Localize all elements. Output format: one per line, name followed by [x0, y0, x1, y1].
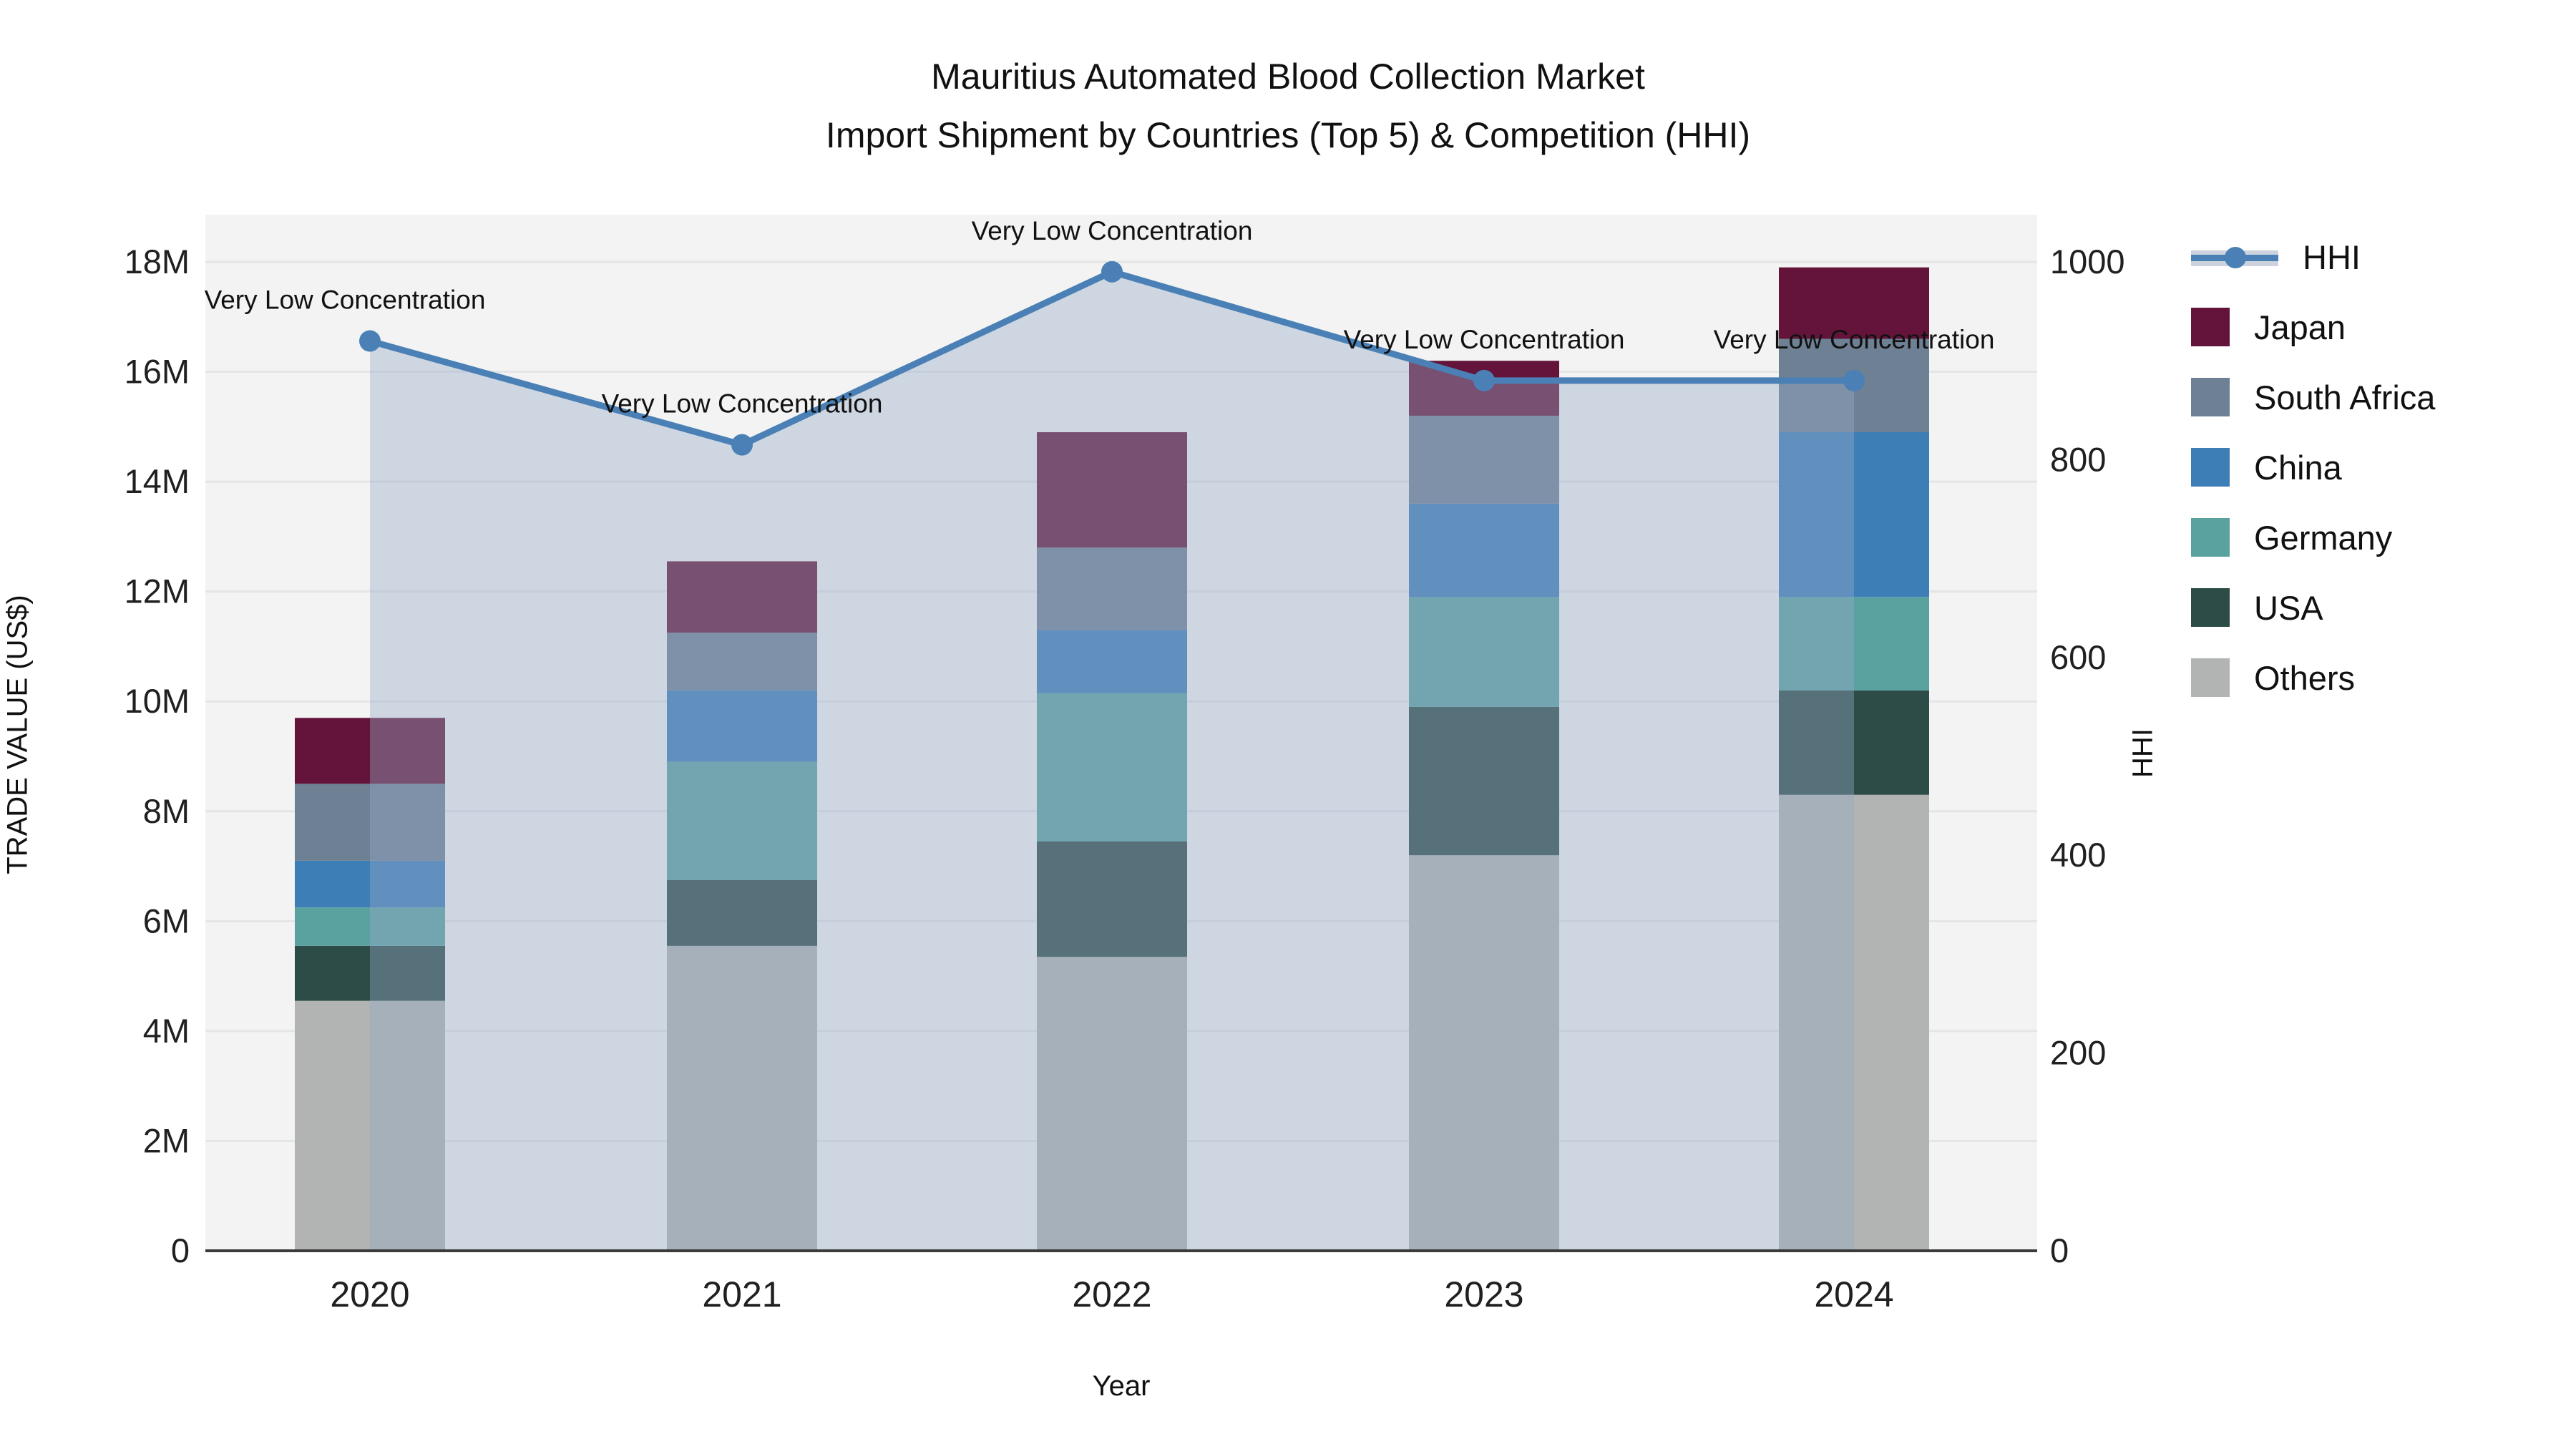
y-right-tick-label: 800: [2050, 440, 2106, 478]
legend-color-swatch-icon: [2191, 658, 2230, 697]
hhi-point-2024[interactable]: [1843, 369, 1865, 391]
y-right-tick-label: 1000: [2050, 243, 2125, 280]
bar-segment-2023-others[interactable]: [1409, 855, 1559, 1251]
bar-segment-2024-usa[interactable]: [1779, 690, 1929, 795]
bar-segment-2020-japan[interactable]: [295, 718, 445, 784]
y-left-tick-label: 8M: [143, 792, 190, 830]
bar-segment-2021-japan[interactable]: [667, 561, 817, 633]
annotation-2020: Very Low Concentration: [205, 286, 486, 315]
x-tick-label-2023: 2023: [1444, 1274, 1523, 1314]
bar-segment-2020-germany[interactable]: [295, 907, 445, 946]
legend-color-swatch-icon: [2191, 448, 2230, 487]
hhi-area-fill: [370, 271, 1854, 1251]
bar-segment-2022-japan[interactable]: [1037, 432, 1187, 548]
bar-segment-2023-usa[interactable]: [1409, 706, 1559, 856]
x-tick-label-2020: 2020: [330, 1274, 409, 1314]
y-axis-title-left: TRADE VALUE (US$): [1, 595, 34, 874]
legend-item-hhi[interactable]: HHI: [2191, 236, 2435, 278]
y-left-tick-label: 4M: [143, 1012, 190, 1050]
y-left-tick-label: 14M: [125, 462, 190, 500]
legend-label: HHI: [2303, 238, 2361, 276]
bar-segment-2020-china[interactable]: [295, 860, 445, 908]
legend-label: Others: [2254, 658, 2356, 697]
bar-segment-2022-usa[interactable]: [1037, 841, 1187, 957]
y-left-tick-label: 12M: [125, 572, 190, 610]
bar-segment-2024-japan[interactable]: [1779, 267, 1929, 339]
chart-title-line1: Mauritius Automated Blood Collection Mar…: [931, 57, 1645, 97]
bar-segment-2021-china[interactable]: [667, 690, 817, 762]
bar-segment-2020-others[interactable]: [295, 1000, 445, 1251]
hhi-point-2020[interactable]: [359, 330, 381, 352]
bar-segment-2024-others[interactable]: [1779, 794, 1929, 1251]
bar-segment-2021-germany[interactable]: [667, 761, 817, 880]
x-axis-title: Year: [1092, 1370, 1151, 1402]
bar-segment-2023-germany[interactable]: [1409, 597, 1559, 707]
bar-segment-2022-others[interactable]: [1037, 957, 1187, 1251]
y-right-tick-label: 0: [2050, 1231, 2069, 1269]
y-left-tick-label: 10M: [125, 682, 190, 720]
legend-color-swatch-icon: [2191, 378, 2230, 416]
hhi-point-2022[interactable]: [1101, 260, 1123, 283]
legend-color-swatch-icon: [2191, 588, 2230, 627]
legend: HHI Japan South Africa China Germany USA Other…: [2191, 236, 2435, 698]
legend-label: USA: [2254, 588, 2323, 627]
x-tick-label-2022: 2022: [1072, 1274, 1151, 1314]
bar-segment-2023-china[interactable]: [1409, 503, 1559, 597]
annotation-2021: Very Low Concentration: [602, 389, 883, 419]
legend-color-swatch-icon: [2191, 308, 2230, 346]
y-left-tick-label: 2M: [143, 1121, 190, 1159]
bar-segment-2022-china[interactable]: [1037, 630, 1187, 693]
legend-item-japan[interactable]: Japan: [2191, 306, 2435, 348]
annotation-2024: Very Low Concentration: [1714, 325, 1995, 354]
y-right-tick-label: 200: [2050, 1034, 2106, 1072]
legend-item-china[interactable]: China: [2191, 447, 2435, 488]
legend-label: Germany: [2254, 518, 2393, 557]
y-left-tick-label: 6M: [143, 902, 190, 940]
y-left-tick-label: 0: [171, 1231, 190, 1269]
legend-label: China: [2254, 448, 2342, 487]
bar-segment-2024-china[interactable]: [1779, 432, 1929, 597]
bar-segment-2021-usa[interactable]: [667, 879, 817, 946]
bar-segment-2022-germany[interactable]: [1037, 693, 1187, 842]
bar-segment-2021-south-africa[interactable]: [667, 633, 817, 691]
bar-segment-2021-others[interactable]: [667, 945, 817, 1251]
hhi-point-2021[interactable]: [731, 434, 753, 456]
chart-title-line2: Import Shipment by Countries (Top 5) & C…: [825, 115, 1751, 155]
x-tick-label-2024: 2024: [1814, 1274, 1893, 1314]
legend-label: South Africa: [2254, 378, 2436, 416]
bar-segment-2020-usa[interactable]: [295, 945, 445, 1001]
legend-label: Japan: [2254, 308, 2346, 346]
legend-item-south-africa[interactable]: South Africa: [2191, 376, 2435, 418]
bar-segment-2023-south-africa[interactable]: [1409, 415, 1559, 504]
y-left-tick-label: 18M: [125, 243, 190, 280]
y-left-tick-label: 16M: [125, 353, 190, 391]
bar-segment-2024-germany[interactable]: [1779, 597, 1929, 691]
hhi-line-swatch-icon: [2191, 238, 2278, 276]
legend-item-usa[interactable]: USA: [2191, 587, 2435, 628]
bar-segment-2020-south-africa[interactable]: [295, 784, 445, 861]
y-axis-title-right: HHI: [2127, 728, 2159, 778]
annotation-2023: Very Low Concentration: [1344, 325, 1625, 354]
y-right-tick-label: 600: [2050, 638, 2106, 676]
bar-segment-2022-south-africa[interactable]: [1037, 547, 1187, 630]
annotation-2022: Very Low Concentration: [972, 216, 1253, 245]
hhi-point-2023[interactable]: [1473, 369, 1495, 391]
legend-item-others[interactable]: Others: [2191, 657, 2435, 698]
legend-item-germany[interactable]: Germany: [2191, 517, 2435, 558]
x-tick-label-2021: 2021: [702, 1274, 781, 1314]
legend-color-swatch-icon: [2191, 518, 2230, 557]
y-right-tick-label: 400: [2050, 836, 2106, 874]
